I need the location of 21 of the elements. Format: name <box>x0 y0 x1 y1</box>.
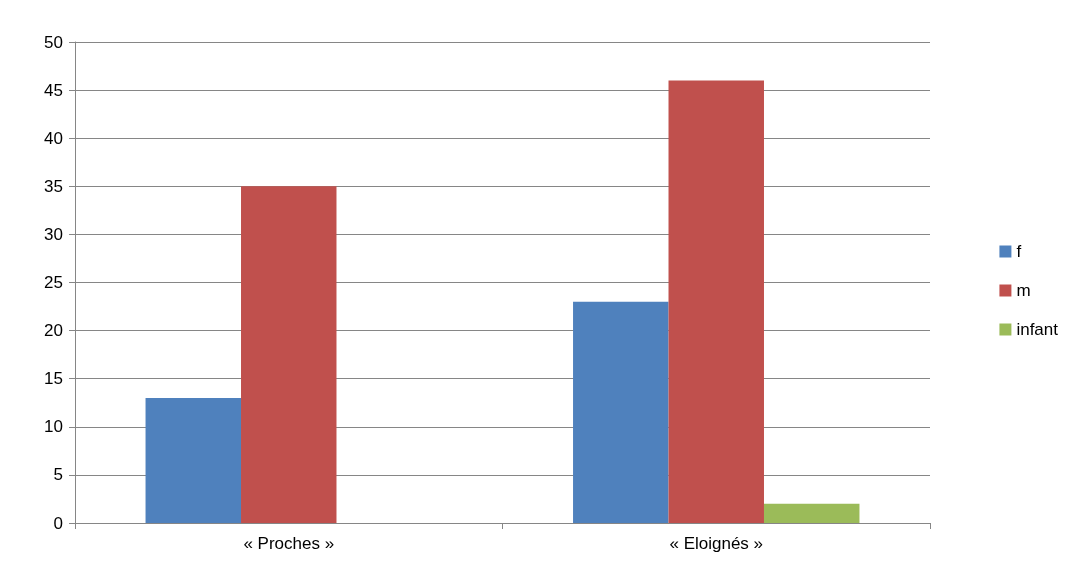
y-tick-label: 15 <box>44 369 63 389</box>
y-tick-label: 40 <box>44 128 63 148</box>
y-tick-label: 50 <box>44 32 63 52</box>
legend-label: infant <box>1016 320 1059 339</box>
y-tick-label: 30 <box>44 224 63 244</box>
y-tick-label: 5 <box>53 465 63 485</box>
y-tick-label: 25 <box>44 273 63 292</box>
bar <box>763 503 860 523</box>
bar <box>145 397 242 523</box>
legend-label: m <box>1016 281 1031 300</box>
y-tick-label: 35 <box>44 176 63 196</box>
legend-label: f <box>1016 242 1022 261</box>
bar <box>241 186 337 523</box>
y-tick-label: 45 <box>44 80 63 100</box>
y-tick-label: 10 <box>44 417 63 437</box>
x-tick-label: « Eloignés » <box>669 534 764 553</box>
bar <box>573 301 669 523</box>
y-tick-label: 20 <box>44 321 63 341</box>
x-tick-label: « Proches » <box>243 534 335 553</box>
y-tick-label: 0 <box>53 513 63 533</box>
bar <box>668 80 764 523</box>
